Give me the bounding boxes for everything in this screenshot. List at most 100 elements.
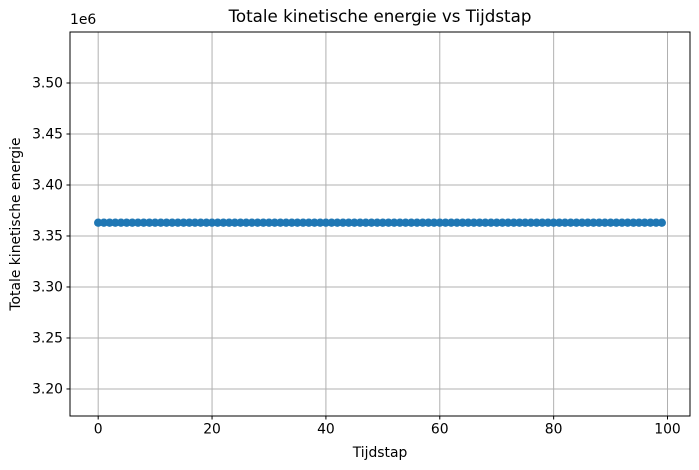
data-point — [395, 218, 405, 227]
data-point — [549, 218, 558, 227]
data-point — [259, 218, 268, 227]
data-point — [185, 218, 194, 227]
data-point — [242, 218, 251, 227]
data-point — [338, 218, 348, 227]
data-point — [441, 218, 450, 227]
data-point — [150, 218, 160, 227]
data-point — [133, 218, 143, 227]
data-point — [412, 218, 422, 227]
data-point — [145, 218, 154, 227]
data-point — [600, 218, 610, 227]
data-point — [538, 218, 547, 227]
data-point — [606, 218, 615, 227]
y-tick-label: 3.30 — [32, 280, 63, 296]
data-point — [532, 218, 541, 227]
y-axis-label: Totale kinetische energie — [8, 137, 25, 311]
data-point — [111, 218, 120, 227]
x-axis-label: Tijdstap — [352, 445, 408, 461]
data-point — [634, 218, 644, 227]
data-point — [560, 218, 570, 227]
data-point — [384, 218, 393, 227]
data-point — [253, 218, 262, 227]
data-point — [128, 218, 137, 227]
y-tick-label: 3.50 — [32, 76, 63, 92]
data-point — [577, 218, 587, 227]
data-point — [219, 218, 228, 227]
data-point — [94, 218, 103, 227]
data-point — [481, 218, 490, 227]
data-point — [521, 218, 530, 227]
data-point — [515, 218, 524, 227]
data-point — [640, 218, 649, 227]
data-point — [230, 218, 239, 227]
data-point — [367, 218, 376, 227]
y-tick-label: 3.25 — [32, 331, 63, 347]
data-point — [646, 218, 655, 227]
data-point — [464, 218, 473, 227]
data-point — [526, 218, 536, 227]
data-point — [509, 218, 518, 227]
data-point — [390, 218, 399, 227]
data-point — [612, 218, 621, 227]
data-point — [213, 218, 222, 227]
data-point — [304, 218, 313, 227]
data-point — [555, 218, 564, 227]
data-point — [657, 218, 666, 227]
data-point — [316, 218, 325, 227]
data-point — [418, 218, 427, 227]
data-point — [122, 218, 131, 227]
axes-spines — [69, 31, 691, 417]
data-point — [452, 218, 462, 227]
data-point — [617, 218, 627, 227]
data-point — [469, 218, 479, 227]
data-point — [270, 218, 279, 227]
data-point — [333, 218, 342, 227]
data-point — [401, 218, 410, 227]
data-point — [281, 218, 291, 227]
data-point — [572, 218, 581, 227]
data-point — [139, 218, 148, 227]
data-point — [435, 218, 444, 227]
data-point — [498, 218, 507, 227]
data-point — [429, 218, 439, 227]
x-tick-label: 60 — [431, 422, 449, 438]
data-point — [162, 218, 171, 227]
x-tick-label: 40 — [317, 422, 335, 438]
y-tick-label: 3.45 — [32, 127, 63, 143]
chart-title: Totale kinetische energie vs Tijdstap — [228, 6, 532, 26]
data-point — [179, 218, 188, 227]
data-point — [224, 218, 234, 227]
data-point — [327, 218, 336, 227]
data-point — [651, 218, 661, 227]
y-axis-offset-label: 1e6 — [70, 12, 97, 28]
data-point — [310, 218, 319, 227]
data-point — [583, 218, 592, 227]
data-point — [595, 218, 604, 227]
data-point — [105, 218, 114, 227]
data-point — [264, 218, 274, 227]
data-point — [475, 218, 484, 227]
data-point — [355, 218, 365, 227]
x-tick-label: 80 — [545, 422, 563, 438]
x-tick-label: 0 — [94, 422, 103, 438]
data-point — [207, 218, 217, 227]
data-point — [424, 218, 433, 227]
data-point — [276, 218, 285, 227]
y-tick-label: 3.40 — [32, 178, 63, 194]
data-point — [247, 218, 257, 227]
data-point — [407, 218, 416, 227]
data-point — [492, 218, 501, 227]
data-point — [236, 218, 245, 227]
data-point — [623, 218, 632, 227]
data-point — [566, 218, 575, 227]
data-point — [589, 218, 598, 227]
data-point — [447, 218, 456, 227]
data-point — [378, 218, 387, 227]
data-point — [173, 218, 183, 227]
data-point — [190, 218, 200, 227]
data-point — [486, 218, 496, 227]
data-point — [503, 218, 513, 227]
data-point — [361, 218, 370, 227]
